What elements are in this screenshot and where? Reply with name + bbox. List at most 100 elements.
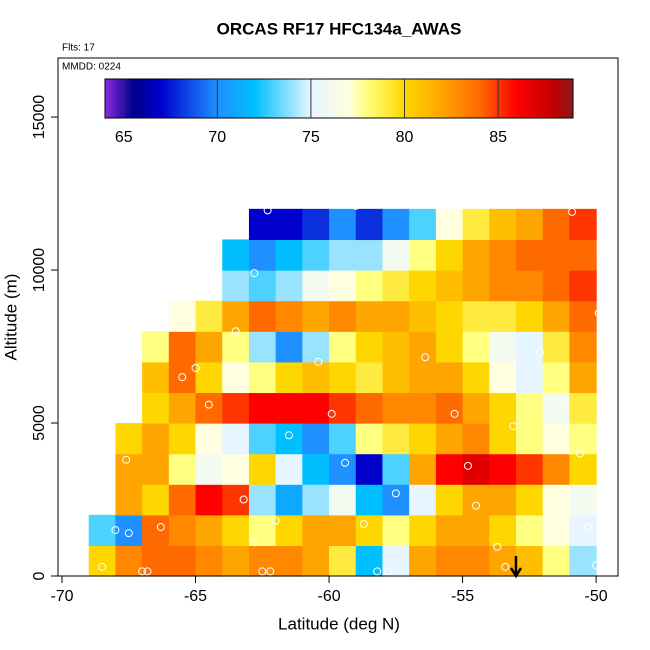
heatmap-cell <box>435 270 464 302</box>
heatmap-cell <box>355 514 384 547</box>
heatmap-cell <box>569 392 597 424</box>
heatmap-cell <box>542 423 570 455</box>
heatmap-cell <box>275 208 303 241</box>
sample-point <box>191 363 200 372</box>
sample-point <box>204 400 213 409</box>
sample-point <box>373 567 382 576</box>
heatmap-cell <box>409 361 437 394</box>
heatmap-cell <box>222 423 250 455</box>
heatmap-cell <box>275 514 303 547</box>
heatmap-cell <box>382 392 410 424</box>
heatmap-cell <box>382 239 410 271</box>
heatmap-cell <box>275 484 303 516</box>
heatmap-cell <box>515 392 544 424</box>
sample-point <box>434 198 443 207</box>
heatmap-cell <box>302 453 330 485</box>
sample-point <box>450 409 459 418</box>
heatmap-cell <box>462 331 490 363</box>
sample-point <box>271 516 280 525</box>
heatmap-cell <box>142 484 170 516</box>
sample-point <box>592 561 601 570</box>
heatmap-cell <box>569 239 597 271</box>
heatmap-cell <box>435 514 464 547</box>
heatmap-cell <box>382 423 410 455</box>
y-tick-label: 10000 <box>31 248 48 293</box>
heatmap-cell <box>569 453 597 485</box>
heatmap-cell <box>382 453 410 485</box>
heatmap-cell <box>462 423 490 455</box>
heatmap-cell <box>329 331 357 363</box>
heatmap-cell <box>329 361 357 394</box>
sample-point <box>122 455 131 464</box>
heatmap-cell <box>515 239 544 271</box>
sample-point <box>509 422 518 431</box>
sample-point <box>314 357 323 366</box>
heatmap-cell <box>489 423 517 455</box>
heatmap-cell <box>409 270 437 302</box>
heatmap-cell <box>302 270 330 302</box>
x-tick-label: -50 <box>585 588 608 605</box>
heatmap-cell <box>195 484 223 516</box>
heatmap-cell <box>302 361 330 394</box>
heatmap-cell <box>569 300 597 332</box>
heatmap-cell <box>489 361 517 394</box>
heatmap-cell <box>409 239 437 271</box>
heatmap-cell <box>515 484 544 516</box>
heatmap-cell <box>462 208 490 241</box>
heatmap-cell <box>355 300 384 332</box>
heatmap-cell <box>542 453 570 485</box>
heatmap-cell <box>409 545 437 577</box>
sample-point <box>576 449 585 458</box>
heatmap-cell <box>382 270 410 302</box>
heatmap-cell <box>569 545 597 577</box>
sample-point <box>383 567 392 576</box>
sample-point <box>178 373 187 382</box>
heatmap-cell <box>355 331 384 363</box>
heatmap-cell <box>222 331 250 363</box>
heatmap-cell <box>569 514 597 547</box>
colorbar <box>104 78 574 119</box>
heatmap-cell <box>195 453 223 485</box>
heatmap-cell <box>168 514 197 547</box>
heatmap-cell <box>569 270 597 302</box>
sample-point <box>138 567 147 576</box>
heatmap-cell <box>115 484 143 516</box>
flights-note: Flts: 17 <box>62 43 95 54</box>
plot-frame <box>57 57 619 577</box>
heatmap-cell <box>275 300 303 332</box>
heatmap-cell <box>542 270 570 302</box>
heatmap-cell <box>542 300 570 332</box>
sample-point <box>231 327 240 336</box>
heatmap-cell <box>462 392 490 424</box>
heatmap-cell <box>489 208 517 241</box>
sample-point <box>266 567 275 576</box>
heatmap-cell <box>542 361 570 394</box>
heatmap-cell <box>248 453 277 485</box>
sample-point <box>239 495 248 504</box>
heatmap-cell <box>355 453 384 485</box>
heatmap-cell <box>435 208 464 241</box>
heatmap-cell <box>222 270 250 302</box>
heatmap-cell <box>329 392 357 424</box>
heatmap-cell <box>248 239 277 271</box>
heatmap-cell <box>515 514 544 547</box>
heatmap-cell <box>542 545 570 577</box>
heatmap-cell <box>275 361 303 394</box>
sample-point <box>327 409 336 418</box>
sample-point <box>471 501 480 510</box>
heatmap-cell <box>382 208 410 241</box>
heatmap-cell <box>329 270 357 302</box>
heatmap-cell <box>248 392 277 424</box>
heatmap-cell <box>542 514 570 547</box>
heatmap-cell <box>222 361 250 394</box>
heatmap-cell <box>462 300 490 332</box>
heatmap-cell <box>462 514 490 547</box>
sample-point <box>250 269 259 278</box>
y-axis-label: Altitude (m) <box>1 274 20 361</box>
heatmap-cell <box>462 239 490 271</box>
heatmap-cell <box>222 484 250 516</box>
heatmap-cell <box>248 514 277 547</box>
x-tick-label: -60 <box>317 588 340 605</box>
heatmap-cell <box>195 545 223 577</box>
heatmap-cell <box>515 423 544 455</box>
